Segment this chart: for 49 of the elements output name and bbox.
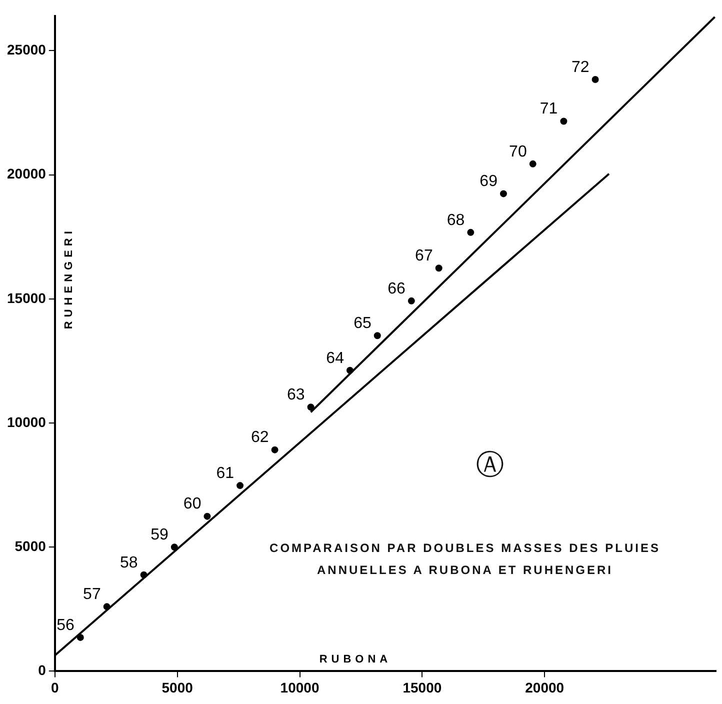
point: [204, 512, 211, 520]
point: [170, 544, 178, 551]
annotation: COMPARAISON PAR DOUBLES MASSES DES PLUIES ANNUELLES A RUBONA ET RUHENGERI: [268, 540, 662, 579]
annotation: 72: [571, 58, 590, 76]
annotation: 70: [509, 143, 527, 160]
annotation: 59: [150, 526, 169, 544]
x-tick-label: 0: [51, 679, 60, 696]
y-tick-label: 25000: [6, 42, 46, 58]
y-tick-label: 5000: [14, 538, 46, 554]
y-axis-title: RUHENGERI: [62, 227, 75, 330]
x-tick-label: 15000: [402, 679, 442, 696]
y-tick-label: 20000: [6, 166, 46, 182]
point: [236, 482, 244, 490]
annotation: 62: [251, 429, 269, 446]
x-tick-label: 10000: [280, 679, 320, 696]
point: [560, 118, 568, 125]
point: [103, 603, 110, 610]
point: [529, 160, 536, 168]
annotation: 69: [480, 173, 498, 190]
point: [500, 190, 507, 198]
annotation: 57: [83, 586, 101, 604]
y-tick-label: 10000: [6, 414, 46, 430]
point: [592, 76, 599, 84]
x-tick-label: 20000: [525, 679, 564, 696]
point: [271, 446, 278, 454]
point: [76, 634, 84, 641]
x-tick-label: 5000: [162, 679, 194, 696]
point: [140, 571, 148, 578]
annotation: 61: [216, 464, 234, 482]
point: [435, 264, 442, 272]
annotation: 56: [56, 616, 74, 634]
annotation: 68: [446, 212, 465, 229]
y-tick-label: 15000: [6, 290, 46, 306]
annotation: 60: [183, 496, 202, 513]
point: [408, 297, 415, 304]
point: [307, 404, 314, 411]
annotation: 67: [415, 248, 433, 265]
annotation: 71: [540, 100, 558, 118]
x-axis-title: RUBONA: [319, 654, 392, 666]
annotation: 65: [354, 315, 372, 332]
point: [346, 366, 354, 374]
y-tick-label: 0: [38, 662, 46, 678]
annotation: 63: [286, 386, 305, 404]
annotation: 66: [388, 280, 406, 298]
point: [374, 332, 381, 340]
annotation: 64: [326, 350, 344, 367]
annotation: Ⓐ: [475, 447, 505, 483]
annotation: 58: [120, 554, 138, 572]
point: [467, 228, 474, 236]
